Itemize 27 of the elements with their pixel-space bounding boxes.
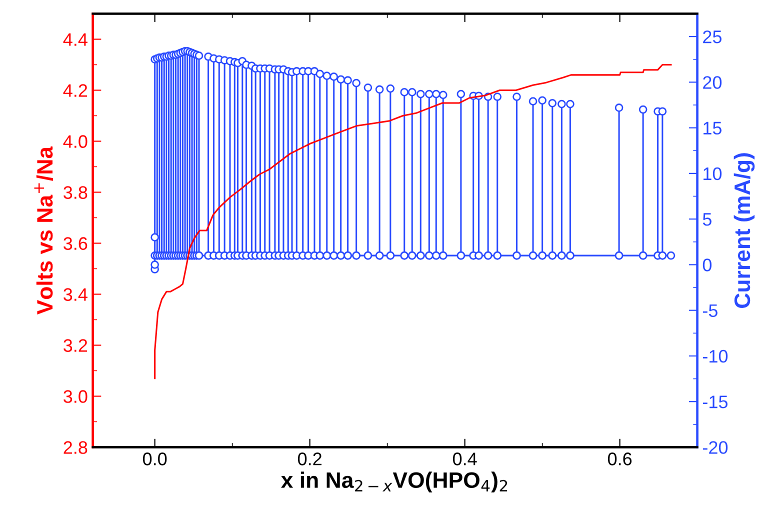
y2-axis-title: Current (mA/g): [734, 153, 755, 308]
y2-tick-label: 20: [703, 76, 722, 89]
y-axis-title: Volts vs Na$^{+}$/Na: [34, 146, 53, 315]
x-tick-label: 0.6: [608, 452, 632, 466]
y2-tick-label: -15: [702, 396, 728, 408]
y-tick-label: 2.8: [64, 441, 88, 454]
y-tick-label: 3.2: [64, 339, 88, 352]
y2-tick-label: 5: [702, 213, 712, 226]
y-tick-label: 4.0: [63, 135, 88, 148]
y2-tick-label: -20: [702, 441, 728, 454]
x-tick-label: 0.2: [298, 452, 322, 466]
x-axis-title: x in Na$_{2−x}$VO(HPO$_{4}$)$_{2}$: [281, 472, 508, 492]
y2-tick-label: -10: [702, 350, 728, 363]
y2-tick-label: 15: [704, 122, 722, 135]
y-tick-label: 4.2: [63, 84, 88, 97]
y2-tick-label: 10: [704, 167, 722, 180]
line-series: [154, 64, 672, 380]
y-tick-label: 3.4: [64, 288, 88, 301]
x-tick-label: 0.4: [452, 452, 477, 466]
y-tick-label: 4.4: [63, 33, 88, 46]
y2-tick-label: 0: [702, 258, 712, 272]
y-tick-label: 3.0: [64, 390, 88, 403]
y2-tick-label: 25: [703, 30, 722, 44]
x-tick-label: 0.0: [142, 452, 167, 466]
y-tick-label: 3.6: [64, 237, 88, 250]
y2-tick-label: -5: [702, 304, 718, 318]
y-tick-label: 3.8: [64, 186, 88, 199]
